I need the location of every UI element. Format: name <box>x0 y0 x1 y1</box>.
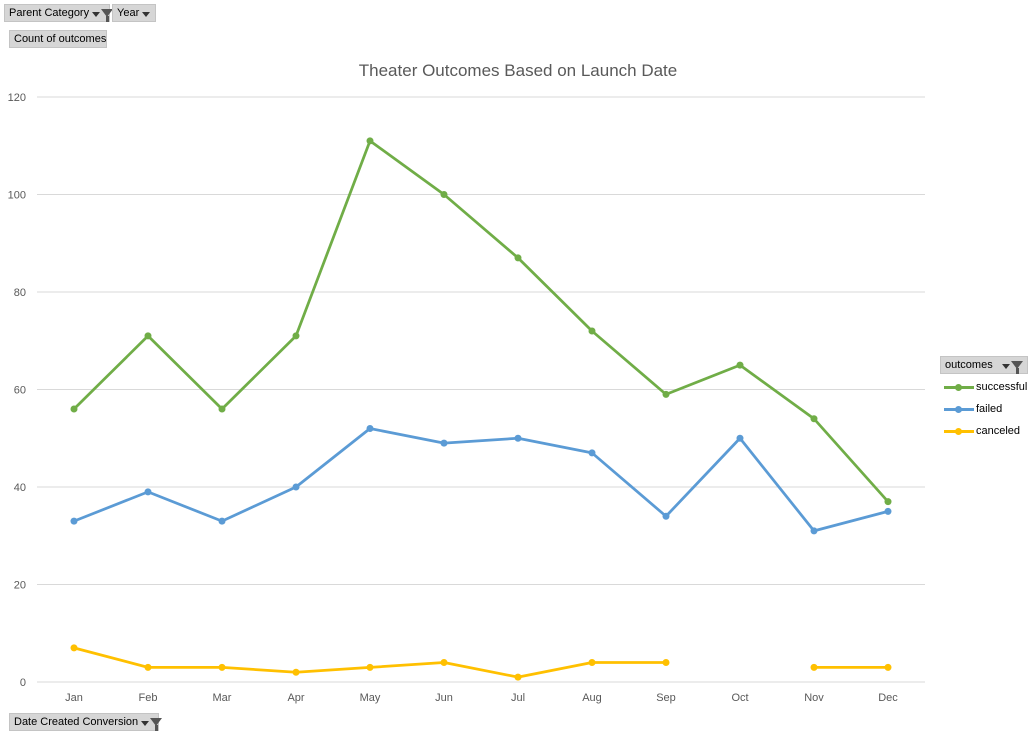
y-tick-label: 80 <box>14 287 26 299</box>
parent-category-filter-button[interactable]: Parent Category <box>4 4 114 22</box>
dropdown-arrow-icon <box>92 11 101 17</box>
point-successful-jul[interactable] <box>514 254 522 262</box>
legend-swatch-canceled <box>944 426 974 436</box>
point-canceled-jul[interactable] <box>514 673 522 681</box>
x-tick-label: Jan <box>65 692 83 704</box>
point-failed-apr[interactable] <box>292 483 300 491</box>
legend: successful failed canceled <box>944 376 1027 442</box>
x-tick-label: Mar <box>213 692 232 704</box>
x-tick-label: Nov <box>804 692 824 704</box>
line-successful <box>72 139 890 503</box>
x-tick-label: Aug <box>582 692 602 704</box>
point-failed-aug[interactable] <box>588 449 596 457</box>
point-canceled-jan[interactable] <box>70 644 78 652</box>
legend-item-successful[interactable]: successful <box>944 376 1027 398</box>
point-failed-oct[interactable] <box>736 434 744 442</box>
point-canceled-may[interactable] <box>366 663 374 671</box>
point-successful-feb[interactable] <box>144 332 152 340</box>
filter-funnel-icon <box>101 9 114 22</box>
point-successful-mar[interactable] <box>218 405 226 413</box>
line-failed <box>72 427 890 533</box>
parent-category-label: Parent Category <box>9 7 90 19</box>
x-tick-label: Jun <box>435 692 453 704</box>
legend-swatch-successful <box>944 382 974 392</box>
point-successful-may[interactable] <box>366 137 374 145</box>
series-canceled <box>70 644 892 681</box>
y-tick-label: 100 <box>8 190 26 202</box>
series-successful <box>70 137 892 506</box>
x-tick-label: Oct <box>731 692 748 704</box>
dropdown-arrow-icon <box>1002 363 1010 369</box>
values-field-button[interactable]: Count of outcomes <box>9 30 107 48</box>
point-failed-dec[interactable] <box>884 507 892 515</box>
point-canceled-mar[interactable] <box>218 663 226 671</box>
point-successful-oct[interactable] <box>736 361 744 369</box>
legend-item-failed[interactable]: failed <box>944 398 1027 420</box>
point-failed-mar[interactable] <box>218 517 226 525</box>
point-successful-sep[interactable] <box>662 390 670 398</box>
point-canceled-feb[interactable] <box>144 663 152 671</box>
x-tick-label: Apr <box>287 692 304 704</box>
point-failed-may[interactable] <box>366 425 374 432</box>
point-successful-nov[interactable] <box>810 415 818 423</box>
point-successful-apr[interactable] <box>292 332 300 340</box>
axis-field-button[interactable]: Date Created Conversion <box>9 713 163 731</box>
y-axis-labels: 0 20 40 60 80 100 120 <box>8 92 26 689</box>
point-failed-jul[interactable] <box>514 434 522 442</box>
y-tick-label: 20 <box>14 580 26 592</box>
legend-label-failed: failed <box>976 403 1003 415</box>
dropdown-arrow-icon <box>142 11 151 17</box>
legend-item-canceled[interactable]: canceled <box>944 420 1027 442</box>
point-failed-jun[interactable] <box>440 439 448 447</box>
gridlines <box>37 96 925 683</box>
x-tick-label: Sep <box>656 692 676 704</box>
y-tick-label: 60 <box>14 385 26 397</box>
point-canceled-nov[interactable] <box>810 663 818 671</box>
year-filter-button[interactable]: Year <box>112 4 156 22</box>
y-tick-label: 0 <box>20 677 26 689</box>
line-canceled <box>72 646 668 679</box>
point-failed-jan[interactable] <box>70 517 78 525</box>
series-lines <box>70 137 892 681</box>
year-label: Year <box>117 7 140 19</box>
x-tick-label: Feb <box>139 692 158 704</box>
point-failed-nov[interactable] <box>810 527 818 535</box>
point-canceled-sep[interactable] <box>662 659 670 666</box>
point-failed-feb[interactable] <box>144 488 152 496</box>
point-successful-jan[interactable] <box>70 405 78 413</box>
x-tick-label: May <box>360 692 381 704</box>
point-successful-dec[interactable] <box>884 498 892 506</box>
point-successful-aug[interactable] <box>588 327 596 335</box>
axis-field-label: Date Created Conversion <box>14 716 139 728</box>
point-canceled-aug[interactable] <box>588 659 596 666</box>
point-successful-jun[interactable] <box>440 191 448 198</box>
y-tick-label: 40 <box>14 482 26 494</box>
point-canceled-jun[interactable] <box>440 659 448 666</box>
legend-field-label: outcomes <box>945 359 993 371</box>
chart-title: Theater Outcomes Based on Launch Date <box>359 61 677 80</box>
point-canceled-dec[interactable] <box>884 663 892 671</box>
y-tick-label: 120 <box>8 92 26 104</box>
x-tick-label: Jul <box>511 692 525 704</box>
x-tick-label: Dec <box>878 692 898 704</box>
dropdown-arrow-icon <box>141 720 150 726</box>
filter-funnel-icon <box>150 718 163 731</box>
point-canceled-apr[interactable] <box>292 668 300 676</box>
legend-swatch-failed <box>944 404 974 414</box>
series-failed <box>70 425 892 535</box>
x-axis-labels: Jan Feb Mar Apr May Jun Jul Aug Sep Oct Nov Dec <box>65 692 898 704</box>
filter-funnel-icon <box>1011 361 1023 374</box>
legend-field-button[interactable]: outcomes <box>940 356 1028 374</box>
values-field-label: Count of outcomes <box>14 33 107 45</box>
legend-label-successful: successful <box>976 381 1028 393</box>
point-failed-sep[interactable] <box>662 512 670 520</box>
legend-label-canceled: canceled <box>976 425 1021 437</box>
